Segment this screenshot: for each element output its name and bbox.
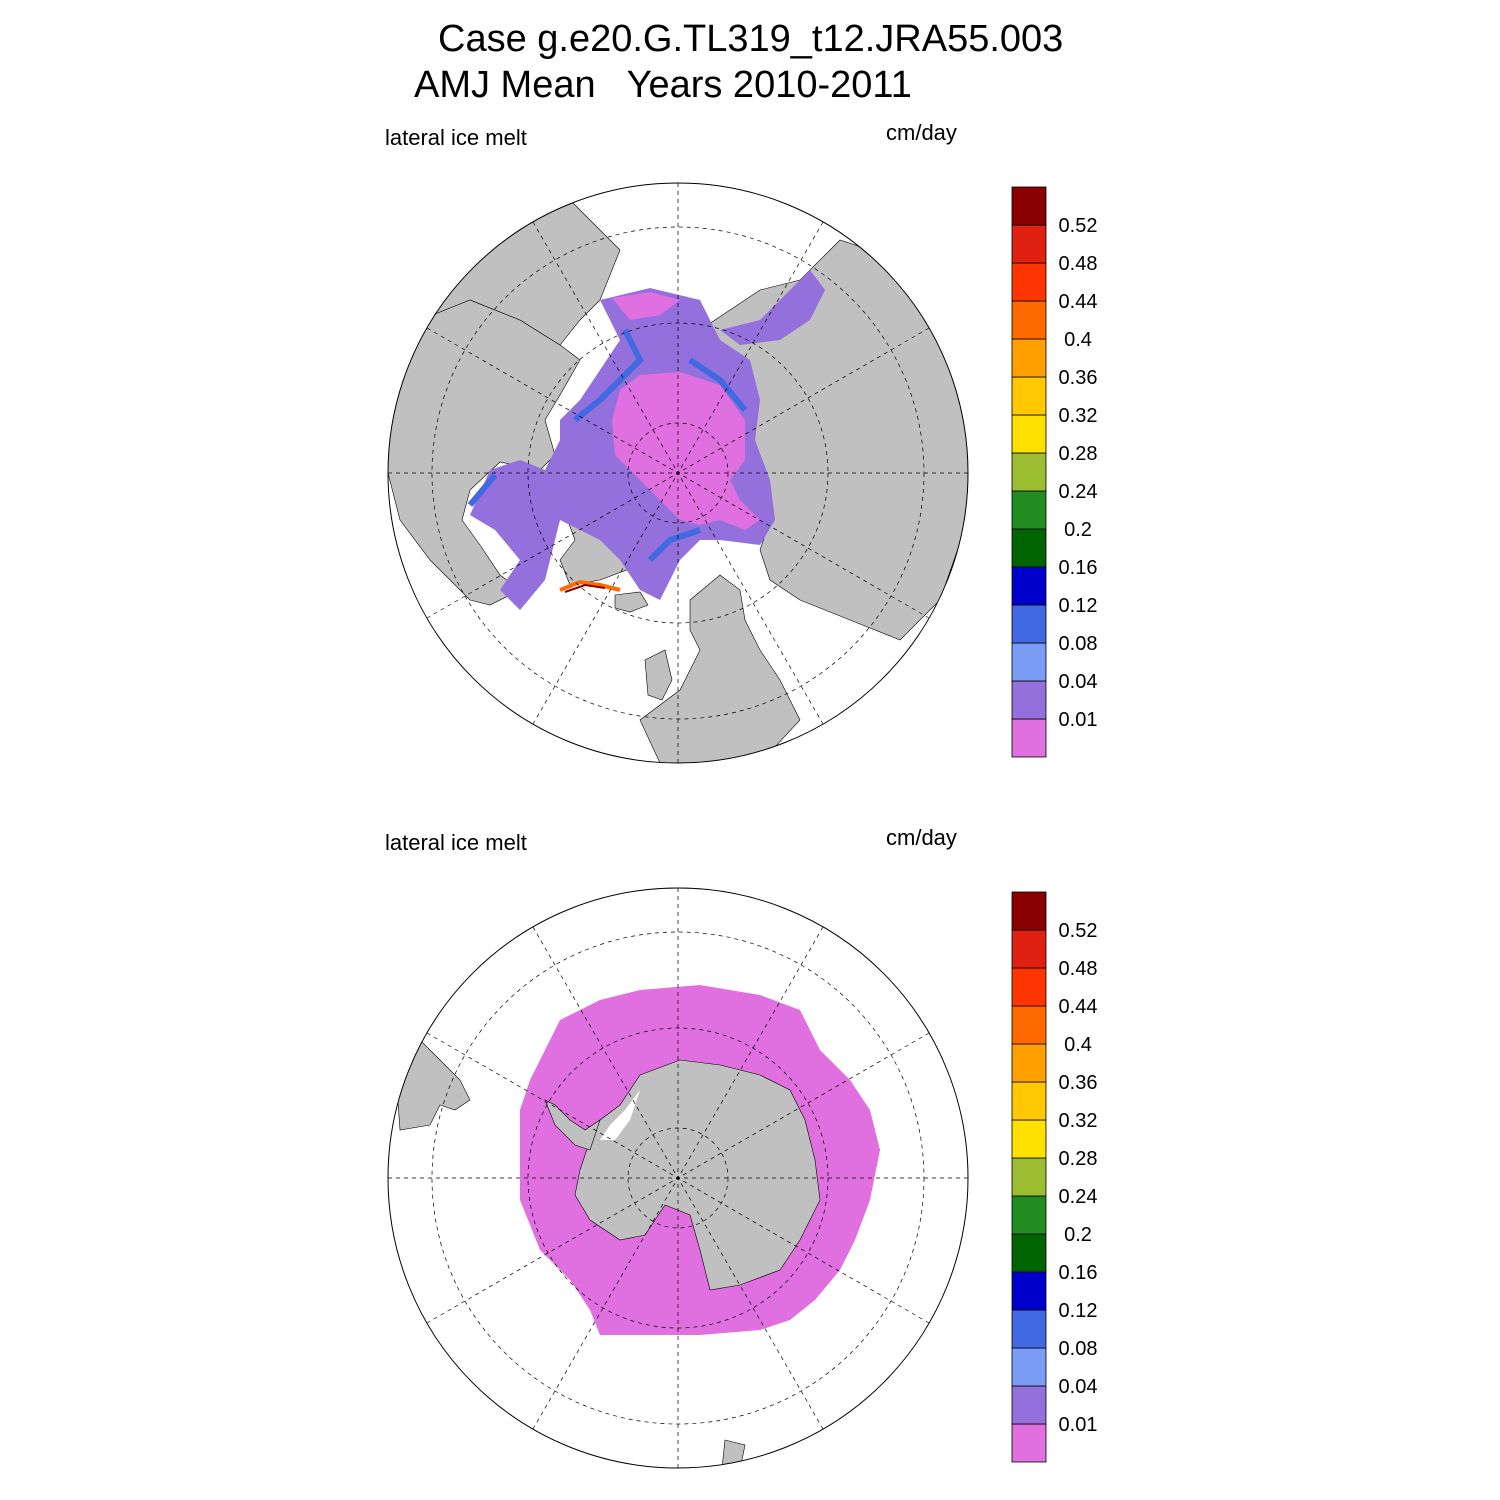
north-ice-barents bbox=[720, 270, 825, 345]
south-colorbar-tick-label: 0.24 bbox=[1059, 1186, 1098, 1208]
south-colorbar-box-2 bbox=[1011, 1347, 1047, 1387]
south-colorbar-tick-label: 0.16 bbox=[1059, 1262, 1098, 1284]
south-colorbar-tick-label: 0.2 bbox=[1064, 1224, 1092, 1246]
south-colorbar-box-0 bbox=[1011, 1423, 1047, 1463]
south-colorbar-tick-label: 0.44 bbox=[1059, 996, 1098, 1018]
north-colorbar-box-14 bbox=[1011, 186, 1047, 226]
north-colorbar-box-7 bbox=[1011, 452, 1047, 492]
south-variable-label: lateral ice melt bbox=[385, 830, 527, 855]
south-colorbar-tick-label: 0.4 bbox=[1064, 1034, 1092, 1056]
north-units-label: cm/day bbox=[886, 120, 957, 145]
north-colorbar-tick-label: 0.44 bbox=[1059, 291, 1098, 313]
north-colorbar-box-6 bbox=[1011, 490, 1047, 530]
south-land-south-america bbox=[394, 1039, 471, 1131]
north-colorbar-tick-label: 0.2 bbox=[1064, 519, 1092, 541]
north-ice-bering-pink bbox=[612, 292, 680, 320]
south-colorbar-box-6 bbox=[1011, 1195, 1047, 1235]
figure-title-line2: AMJ Mean Years 2010-2011 bbox=[414, 64, 912, 106]
north-land-iceland bbox=[614, 591, 649, 613]
north-colorbar-tick-label: 0.01 bbox=[1059, 709, 1098, 731]
south-colorbar-tick-label: 0.48 bbox=[1059, 958, 1098, 980]
north-ice-central bbox=[612, 372, 760, 530]
north-colorbar-tick-label: 0.12 bbox=[1059, 595, 1098, 617]
north-colorbar-tick-label: 0.08 bbox=[1059, 633, 1098, 655]
north-colorbar-box-1 bbox=[1011, 680, 1047, 720]
north-colorbar-tick-label: 0.04 bbox=[1059, 671, 1098, 693]
south-weddell-gap bbox=[600, 1090, 640, 1140]
north-colorbar-tick-label: 0.4 bbox=[1064, 329, 1092, 351]
north-colorbar-box-13 bbox=[1011, 224, 1047, 264]
north-variable-label: lateral ice melt bbox=[385, 125, 527, 150]
south-colorbar-box-4 bbox=[1011, 1271, 1047, 1311]
south-land-antarctic-peninsula bbox=[544, 1099, 601, 1151]
south-colorbar-tick-label: 0.28 bbox=[1059, 1148, 1098, 1170]
figure-title-line1: Case g.e20.G.TL319_t12.JRA55.003 bbox=[438, 18, 1064, 60]
north-polar-map bbox=[387, 182, 969, 764]
south-colorbar-box-14 bbox=[1011, 891, 1047, 931]
south-colorbar-tick-label: 0.52 bbox=[1059, 920, 1098, 942]
north-colorbar-tick-label: 0.52 bbox=[1059, 215, 1098, 237]
north-colorbar-box-2 bbox=[1011, 642, 1047, 682]
north-colorbar-box-4 bbox=[1011, 566, 1047, 606]
south-map-border bbox=[387, 887, 969, 1469]
south-colorbar-tick-label: 0.36 bbox=[1059, 1072, 1098, 1094]
north-colorbar: 0.01 0.04 0.08 0.12 0.16 0.2 0.24 0.28 0.32 0.36 0… bbox=[1011, 186, 1098, 758]
north-colorbar-tick-label: 0.24 bbox=[1059, 481, 1098, 503]
north-graticule bbox=[388, 183, 968, 763]
south-colorbar-box-11 bbox=[1011, 1005, 1047, 1045]
south-colorbar-tick-label: 0.12 bbox=[1059, 1300, 1098, 1322]
south-colorbar-box-7 bbox=[1011, 1157, 1047, 1197]
south-colorbar-box-10 bbox=[1011, 1043, 1047, 1083]
north-colorbar-box-5 bbox=[1011, 528, 1047, 568]
north-colorbar-box-11 bbox=[1011, 300, 1047, 340]
south-colorbar: 0.01 0.04 0.08 0.12 0.16 0.2 0.24 0.28 0.32 0.36 0… bbox=[1011, 891, 1098, 1463]
north-colorbar-box-9 bbox=[1011, 376, 1047, 416]
south-graticule bbox=[388, 888, 968, 1468]
south-colorbar-box-13 bbox=[1011, 929, 1047, 969]
south-colorbar-box-9 bbox=[1011, 1081, 1047, 1121]
north-colorbar-box-10 bbox=[1011, 338, 1047, 378]
north-ice-blue-edges bbox=[467, 328, 748, 563]
north-colorbar-tick-label: 0.16 bbox=[1059, 557, 1098, 579]
north-ice-hotspot-core bbox=[564, 583, 606, 593]
south-colorbar-box-12 bbox=[1011, 967, 1047, 1007]
south-land-africa bbox=[721, 1439, 746, 1468]
north-colorbar-box-8 bbox=[1011, 414, 1047, 454]
north-land-europe bbox=[639, 574, 801, 763]
north-colorbar-tick-label: 0.48 bbox=[1059, 253, 1098, 275]
north-colorbar-box-0 bbox=[1011, 718, 1047, 758]
south-colorbar-tick-label: 0.32 bbox=[1059, 1110, 1098, 1132]
north-colorbar-tick-label: 0.36 bbox=[1059, 367, 1098, 389]
south-colorbar-tick-label: 0.01 bbox=[1059, 1414, 1098, 1436]
north-map-border bbox=[387, 182, 969, 764]
south-polar-map bbox=[387, 887, 969, 1469]
north-land-uk bbox=[644, 649, 673, 701]
north-colorbar-box-3 bbox=[1011, 604, 1047, 644]
north-colorbar-tick-label: 0.28 bbox=[1059, 443, 1098, 465]
north-ice-hotspot bbox=[559, 579, 621, 592]
south-colorbar-box-8 bbox=[1011, 1119, 1047, 1159]
south-colorbar-box-3 bbox=[1011, 1309, 1047, 1349]
south-colorbar-box-5 bbox=[1011, 1233, 1047, 1273]
south-units-label: cm/day bbox=[886, 825, 957, 850]
south-colorbar-tick-label: 0.08 bbox=[1059, 1338, 1098, 1360]
south-colorbar-box-1 bbox=[1011, 1385, 1047, 1425]
south-colorbar-tick-label: 0.04 bbox=[1059, 1376, 1098, 1398]
north-colorbar-tick-label: 0.32 bbox=[1059, 405, 1098, 427]
north-colorbar-box-12 bbox=[1011, 262, 1047, 302]
